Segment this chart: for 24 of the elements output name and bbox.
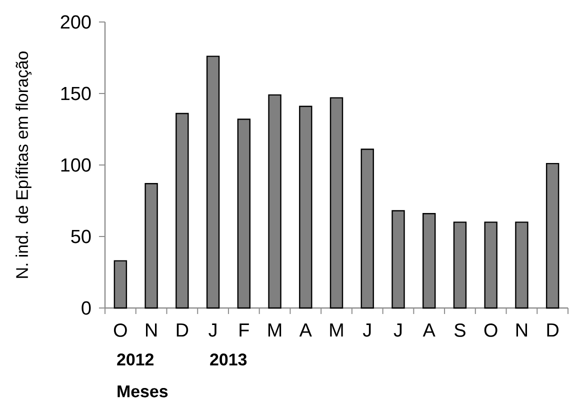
x-tick-label: O	[114, 324, 127, 337]
x-tick-label: M	[268, 324, 282, 337]
x-tick-label: O	[484, 324, 498, 337]
y-tick-label: 50	[71, 230, 91, 244]
x-tick-label: D	[176, 324, 188, 337]
x-tick-label: F	[240, 324, 249, 337]
x-tick-label: A	[422, 324, 436, 337]
y-tick-label: 200	[60, 15, 91, 29]
y-tick-label: 150	[61, 86, 91, 100]
y-axis-title: N. ind. de Epífitas em floração	[15, 52, 32, 278]
x-axis-title: Meses	[118, 386, 168, 398]
x-tick-label: N	[516, 324, 527, 337]
x-tick-label: J	[362, 324, 371, 337]
x-tick-label: J	[394, 324, 402, 337]
x-tick-label: M	[330, 324, 343, 337]
x-tick-label: N	[146, 324, 157, 337]
text: 2013	[210, 354, 247, 366]
y-tick-label: 100	[61, 158, 91, 172]
text: 2012	[117, 354, 154, 366]
y-tick-label: 0	[82, 301, 91, 315]
x-tick-label: S	[454, 324, 466, 337]
x-tick-label: A	[299, 324, 312, 337]
x-tick-label: J	[208, 324, 216, 337]
x-tick-label: D	[547, 324, 559, 337]
